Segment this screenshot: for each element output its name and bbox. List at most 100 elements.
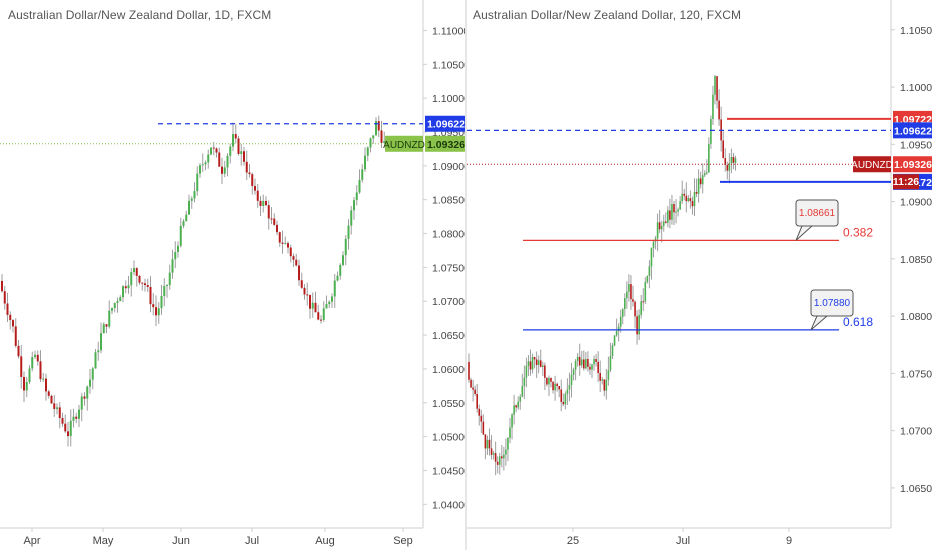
panel-divider[interactable] <box>465 0 467 550</box>
price-tick-label: 1.07000 <box>432 296 466 308</box>
candle-body <box>701 175 704 185</box>
candle-body <box>273 218 276 225</box>
candle-body <box>179 225 182 246</box>
candle-body <box>535 359 538 366</box>
price-label-text: 1.09326 <box>427 139 465 151</box>
candle-body <box>311 302 314 309</box>
candle-body <box>724 158 727 165</box>
time-tick-label: Jul <box>245 535 259 547</box>
candle-body <box>108 310 111 327</box>
candle-body <box>369 138 372 148</box>
candle-body <box>503 454 505 459</box>
candle-body <box>364 155 366 170</box>
candle-body <box>113 303 116 309</box>
symbol-badge-text: AUDNZD <box>383 140 425 151</box>
candle-body <box>515 405 517 408</box>
candle-body <box>601 379 604 381</box>
candle-body <box>552 381 554 391</box>
daily-chart-svg[interactable]: 1.110001.105001.100001.095001.090001.085… <box>0 0 470 550</box>
candle-body <box>574 360 577 370</box>
candle-body <box>566 389 569 395</box>
time-tick-label: Jul <box>676 535 690 547</box>
candle-body <box>558 385 560 390</box>
price-tick-label: 1.11000 <box>432 25 466 37</box>
time-tick-label: Sep <box>393 535 413 547</box>
candle-body <box>716 76 718 101</box>
candle-body <box>243 151 245 162</box>
callout-box <box>810 289 854 317</box>
candle-body <box>245 161 248 173</box>
candle-body <box>375 121 377 136</box>
candle-body <box>67 431 69 437</box>
candle-body <box>525 365 528 378</box>
price-label-text: 1.09622 <box>894 125 932 137</box>
countdown-text: 11:26 <box>893 176 919 188</box>
candle-body <box>366 147 369 156</box>
candle-body <box>494 453 497 462</box>
candle-body <box>730 156 733 164</box>
price-tick-label: 1.06500 <box>900 483 932 495</box>
time-tick-label: 25 <box>567 535 579 547</box>
candle-body <box>556 383 558 386</box>
price-tick-label: 1.06500 <box>432 330 466 342</box>
candle-body <box>476 394 478 409</box>
price-tick-label: 1.07500 <box>900 368 932 380</box>
candle-body <box>42 378 45 380</box>
candle-body <box>83 396 86 399</box>
candle-body <box>677 209 679 212</box>
candle-body <box>295 259 298 266</box>
candle-body <box>683 193 686 196</box>
candle-body <box>638 314 640 335</box>
candle-body <box>607 370 610 380</box>
candle-body <box>484 434 487 449</box>
candle-body <box>185 214 188 222</box>
candle-body <box>160 296 163 309</box>
candle-body <box>585 359 587 369</box>
candle-body <box>560 389 563 402</box>
candle-body <box>328 301 331 305</box>
candle-body <box>706 172 708 174</box>
fib-618-level-label: 0.618 <box>843 315 873 329</box>
time-tick-label: May <box>93 535 114 547</box>
callout-box <box>795 199 839 227</box>
candle-body <box>615 331 618 336</box>
time-tick-label: Apr <box>23 535 40 547</box>
intraday-chart-svg[interactable]: 1.10500 1.10000 1.09500 1.09000 1.08500 1.080… <box>467 0 932 550</box>
price-tick-label: 1.05500 <box>432 398 466 410</box>
candle-body <box>6 303 9 315</box>
candle-body <box>521 385 524 397</box>
candle-body <box>196 173 199 192</box>
candle-body <box>626 291 628 299</box>
candle-body <box>636 316 638 335</box>
candle-body <box>174 251 177 260</box>
time-tick-label: 9 <box>786 535 792 547</box>
candle-body <box>28 368 31 383</box>
candle-body <box>355 192 358 201</box>
intraday-chart-panel[interactable]: Australian Dollar/New Zealand Dollar, 12… <box>467 0 932 550</box>
candle-body <box>728 163 731 171</box>
daily-chart-panel[interactable]: Australian Dollar/New Zealand Dollar, 1D… <box>0 0 470 550</box>
candle-body <box>193 191 196 199</box>
symbol-badge <box>853 156 891 173</box>
candle-body <box>509 427 511 438</box>
candle-body <box>234 134 237 139</box>
candle-body <box>712 94 714 119</box>
candle-body <box>642 301 645 303</box>
candle-body <box>617 326 620 332</box>
candle-body <box>527 361 530 366</box>
candle-body <box>619 316 622 327</box>
candle-body <box>333 280 336 297</box>
candle-body <box>734 158 737 163</box>
candle-body <box>710 118 712 144</box>
candle-body <box>679 201 681 210</box>
candle-body <box>501 456 503 459</box>
candle-body <box>472 387 474 390</box>
candle-body <box>69 420 72 437</box>
candle-body <box>50 395 53 404</box>
candle-body <box>270 218 273 220</box>
price-tick-label: 1.09000 <box>900 197 932 209</box>
daily-chart-title: Australian Dollar/New Zealand Dollar, 1D… <box>8 8 272 22</box>
candle-body <box>546 377 548 385</box>
candle-body <box>127 285 130 289</box>
candle-body <box>3 291 6 304</box>
